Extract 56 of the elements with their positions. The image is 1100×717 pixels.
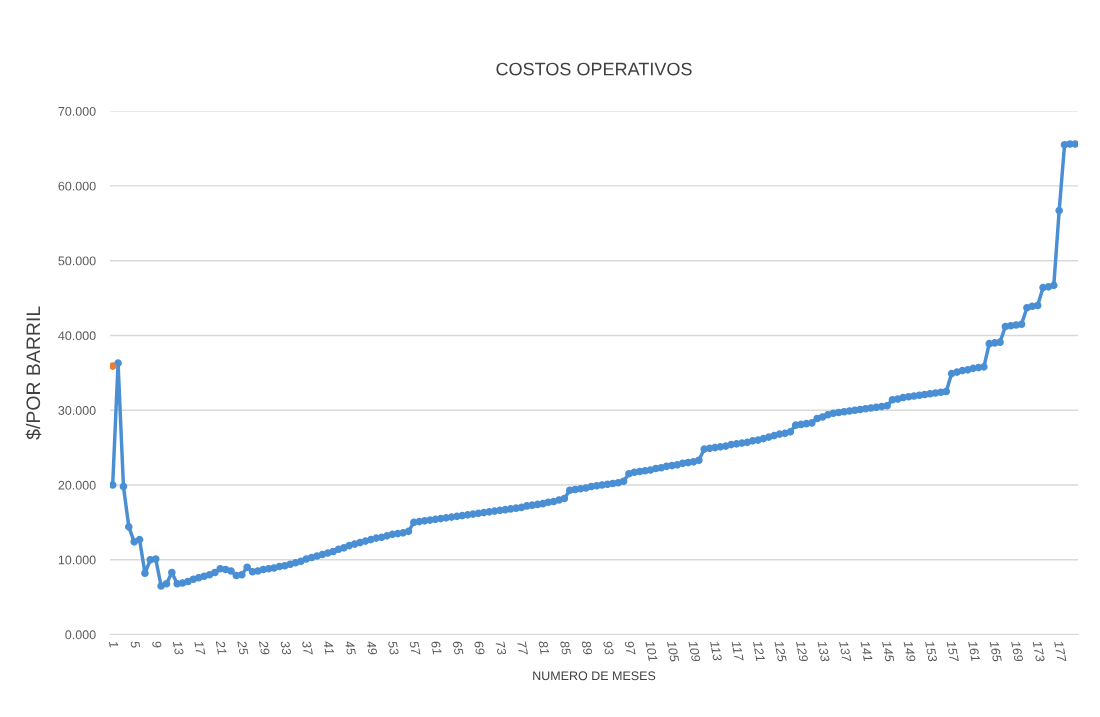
x-tick-label: 101 bbox=[645, 640, 658, 662]
y-tick-label: 50.000 bbox=[58, 256, 96, 266]
y-tick-label: 10.000 bbox=[58, 555, 96, 565]
x-tick-label: 89 bbox=[581, 640, 593, 656]
x-tick-label: 49 bbox=[366, 640, 378, 656]
x-tick-label: 33 bbox=[280, 640, 292, 656]
y-tick-label: 40.000 bbox=[58, 331, 96, 341]
x-tick-label: 137 bbox=[839, 640, 852, 663]
x-tick-label: 113 bbox=[710, 640, 723, 662]
x-tick-label: 1 bbox=[108, 640, 119, 648]
x-tick-label: 73 bbox=[495, 641, 507, 656]
x-tick-label: 61 bbox=[430, 640, 442, 655]
x-tick-label: 69 bbox=[473, 640, 485, 656]
y-tick-label: 30.000 bbox=[58, 406, 96, 415]
x-tick-label: 37 bbox=[301, 640, 313, 656]
y-axis-title: $/POR BARRIL bbox=[25, 306, 42, 440]
x-tick-label: 85 bbox=[559, 640, 572, 656]
x-tick-label: 121 bbox=[753, 640, 766, 662]
chart-title: COSTOS OPERATIVOS bbox=[496, 62, 692, 76]
x-tick-label: 145 bbox=[882, 640, 895, 663]
x-tick-label: 173 bbox=[1032, 640, 1045, 663]
x-tick-label: 133 bbox=[817, 640, 830, 663]
y-tick-label: 70.000 bbox=[58, 106, 96, 116]
x-tick-label: 117 bbox=[731, 640, 744, 662]
x-tick-label: 149 bbox=[903, 640, 916, 662]
x-tick-label: 45 bbox=[344, 640, 356, 656]
x-tick-label: 13 bbox=[172, 640, 184, 656]
x-tick-label: 41 bbox=[323, 640, 335, 655]
x-tick-label: 53 bbox=[387, 640, 399, 656]
x-tick-label: 129 bbox=[795, 640, 809, 662]
x-tick-label: 81 bbox=[538, 640, 550, 655]
x-tick-label: 153 bbox=[925, 640, 938, 663]
x-tick-label: 97 bbox=[624, 640, 636, 656]
x-tick-label: 5 bbox=[130, 640, 141, 649]
x-axis-title: NUMERO DE MESES bbox=[533, 671, 656, 681]
x-tick-label: 169 bbox=[1011, 640, 1024, 662]
y-tick-label: 0.000 bbox=[65, 630, 96, 640]
y-tick-label: 20.000 bbox=[58, 480, 96, 490]
x-tick-label: 93 bbox=[603, 640, 615, 656]
x-tick-label: 29 bbox=[258, 640, 270, 656]
x-tick-label: 77 bbox=[517, 641, 528, 656]
x-tick-label: 125 bbox=[774, 640, 787, 663]
x-tick-label: 157 bbox=[946, 640, 959, 663]
x-tick-label: 21 bbox=[215, 640, 227, 655]
x-tick-label: 177 bbox=[1054, 640, 1067, 663]
x-tick-label: 25 bbox=[237, 640, 249, 656]
x-tick-label: 65 bbox=[452, 640, 464, 656]
x-tick-label: 141 bbox=[860, 640, 873, 662]
x-tick-label: 17 bbox=[194, 640, 206, 656]
x-tick-label: 109 bbox=[688, 640, 701, 662]
x-tick-label: 161 bbox=[968, 640, 981, 662]
x-tick-label: 9 bbox=[151, 640, 162, 649]
x-tick-label: 105 bbox=[666, 640, 680, 663]
x-tick-label: 57 bbox=[409, 640, 421, 656]
y-tick-label: 60.000 bbox=[58, 181, 96, 191]
x-tick-label: 165 bbox=[989, 640, 1002, 663]
